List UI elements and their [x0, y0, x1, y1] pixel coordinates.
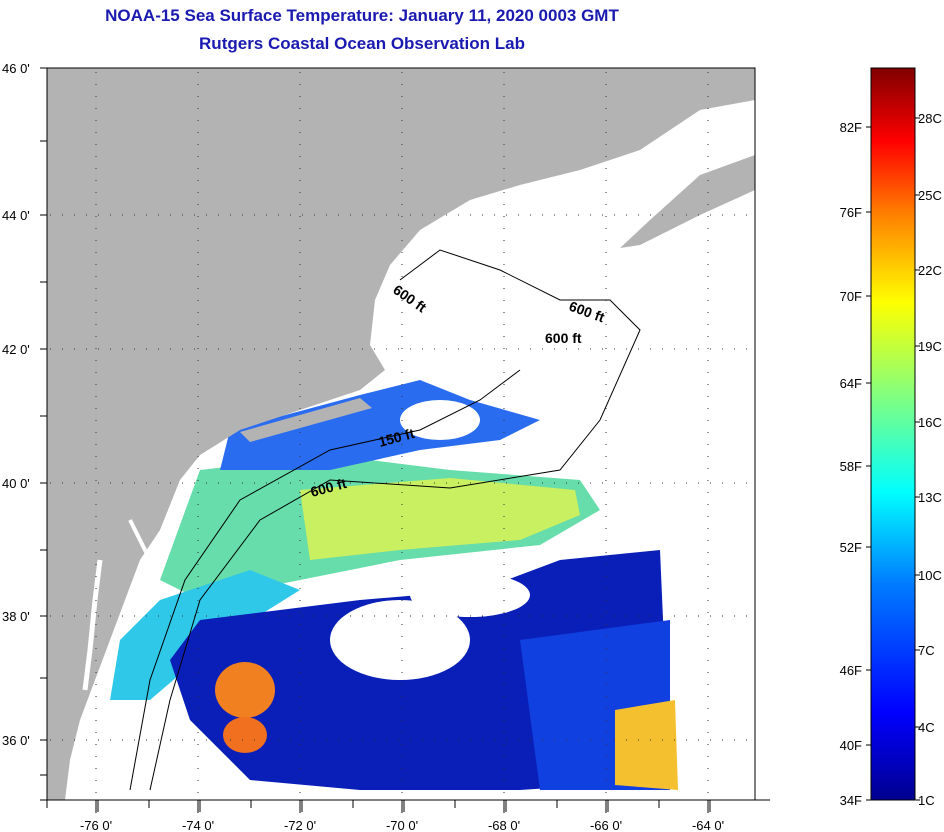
- colorbar-fahrenheit-label: 34F: [840, 793, 862, 808]
- colorbar-fahrenheit-label: 76F: [840, 205, 862, 220]
- colorbar-celsius-label: 7C: [918, 643, 935, 658]
- colorbar-celsius-label: 4C: [918, 720, 935, 735]
- sst-warm-eddy-south: [223, 717, 267, 753]
- depth-contour-150ft: [129, 369, 521, 791]
- colorbar-fahrenheit-label: 52F: [840, 540, 862, 555]
- colorbar-celsius-label: 28C: [918, 111, 942, 126]
- longitude-label: -66 0': [590, 818, 622, 832]
- cloud-patch: [330, 600, 470, 680]
- chesapeake-bay: [82, 559, 103, 691]
- sst-blue-north: [220, 380, 540, 470]
- contour-label: 600 ft: [545, 330, 582, 346]
- longitude-label: -70 0': [386, 818, 418, 832]
- colorbar-celsius-label: 25C: [918, 188, 942, 203]
- colorbar-fahrenheit-label: 82F: [840, 120, 862, 135]
- colorbar-celsius-label: 22C: [918, 263, 942, 278]
- land-long-island: [240, 398, 372, 442]
- latitude-label: 44 0': [2, 208, 30, 223]
- latitude-label: 42 0': [2, 342, 30, 357]
- colorbar-fahrenheit-label: 40F: [840, 738, 862, 753]
- title-line-2: Rutgers Coastal Ocean Observation Lab: [199, 34, 525, 53]
- axis-ticks: -76 0' -74 0' -72 0' -70 0' -68 0' -66 0' -64 …: [2, 61, 747, 832]
- delaware-bay: [128, 519, 152, 561]
- colorbar-celsius-label: 16C: [918, 415, 942, 430]
- colorbar-celsius-label: 13C: [918, 490, 942, 505]
- colorbar-celsius-label: 10C: [918, 568, 942, 583]
- colorbar-fahrenheit-label: 64F: [840, 376, 862, 391]
- land-mainland: [47, 68, 755, 800]
- sst-yellow-band: [300, 478, 580, 560]
- colorbar: [870, 67, 916, 801]
- longitude-label: -68 0': [488, 818, 520, 832]
- longitude-label: -74 0': [182, 818, 214, 832]
- latitude-label: 36 0': [2, 733, 30, 748]
- colorbar-fahrenheit-label: 58F: [840, 459, 862, 474]
- colorbar-fahrenheit-label: 46F: [840, 663, 862, 678]
- latitude-label: 38 0': [2, 609, 30, 624]
- title-line-1: NOAA-15 Sea Surface Temperature: January…: [105, 6, 619, 25]
- colorbar-celsius-label: 1C: [918, 793, 935, 808]
- depth-contour-600ft: [149, 249, 641, 791]
- longitude-label: -64 0': [692, 818, 724, 832]
- colorbar-celsius-label: 19C: [918, 339, 942, 354]
- sst-warm-east: [615, 700, 678, 790]
- land-nova-scotia: [620, 155, 755, 248]
- sst-warm-eddy-west: [215, 662, 275, 718]
- latitude-label: 46 0': [2, 61, 30, 76]
- latitude-label: 40 0': [2, 476, 30, 491]
- longitude-label: -72 0': [284, 818, 316, 832]
- colorbar-fahrenheit-label: 70F: [840, 289, 862, 304]
- longitude-label: -76 0': [80, 818, 112, 832]
- cloud-patch: [410, 573, 530, 617]
